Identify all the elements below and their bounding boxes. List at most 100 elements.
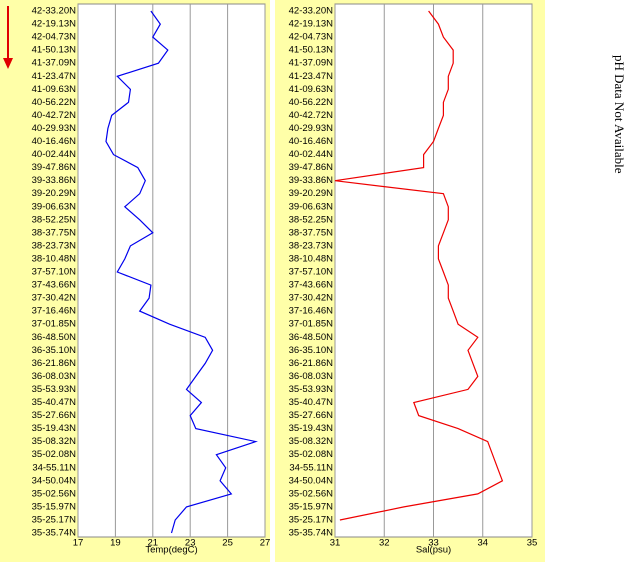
y-tick-label: 37-30.42N [32, 293, 77, 304]
y-tick-label: 41-23.47N [32, 71, 77, 82]
data-line [105, 10, 258, 534]
x-tick-label: 35 [527, 538, 538, 549]
y-tick-label: 39-33.86N [32, 175, 77, 186]
y-tick-label: 35-40.47N [32, 397, 77, 408]
y-tick-label: 36-48.50N [32, 332, 77, 343]
y-tick-label: 35-25.17N [32, 514, 77, 525]
y-tick-label: 37-43.66N [32, 280, 77, 291]
y-tick-label: 35-02.56N [32, 488, 77, 499]
y-tick-label: 37-16.46N [32, 306, 77, 317]
y-tick-label: 42-33.20N [32, 6, 77, 17]
y-tick-label: 41-50.13N [32, 45, 77, 56]
y-tick-label: 39-20.29N [289, 188, 334, 199]
x-axis-title: Temp(degC) [145, 545, 197, 556]
x-tick-label: 31 [330, 538, 341, 549]
y-tick-label: 42-19.13N [289, 19, 334, 30]
y-tick-label: 40-29.93N [32, 123, 77, 134]
y-tick-label: 40-02.44N [32, 149, 77, 160]
y-tick-label: 42-19.13N [32, 19, 77, 30]
y-tick-label: 35-15.97N [32, 501, 77, 512]
y-tick-label: 41-37.09N [32, 58, 77, 69]
y-tick-label: 35-53.93N [289, 384, 334, 395]
y-tick-label: 40-29.93N [289, 123, 334, 134]
y-tick-label: 40-42.72N [32, 110, 77, 121]
y-tick-label: 37-43.66N [289, 280, 334, 291]
x-tick-label: 21 [148, 538, 159, 549]
y-tick-label: 36-21.86N [32, 358, 77, 369]
y-tick-label: 41-50.13N [289, 45, 334, 56]
y-tick-label: 37-01.85N [32, 319, 77, 330]
y-tick-label: 37-57.10N [32, 267, 77, 278]
note: pH Data Not Available [612, 55, 627, 174]
y-tick-label: 39-47.86N [32, 162, 77, 173]
plot-area [77, 3, 266, 538]
y-tick-label: 38-23.73N [289, 240, 334, 251]
y-tick-label: 38-37.75N [32, 227, 77, 238]
y-tick-label: 38-23.73N [32, 240, 77, 251]
y-tick-label: 37-01.85N [289, 319, 334, 330]
y-tick-label: 40-56.22N [32, 97, 77, 108]
y-tick-label: 42-04.73N [32, 32, 77, 43]
y-tick-label: 40-42.72N [289, 110, 334, 121]
x-tick-label: 25 [222, 538, 233, 549]
y-tick-label: 39-47.86N [289, 162, 334, 173]
y-tick-label: 35-27.66N [289, 410, 334, 421]
y-tick-label: 38-52.25N [289, 214, 334, 225]
y-tick-label: 34-50.04N [32, 475, 77, 486]
y-tick-label: 39-06.63N [289, 201, 334, 212]
y-tick-label: 36-35.10N [289, 345, 334, 356]
y-tick-label: 36-21.86N [289, 358, 334, 369]
y-tick-label: 34-55.11N [289, 462, 333, 473]
y-tick-label: 41-09.63N [289, 84, 334, 95]
y-tick-label: 36-08.03N [289, 371, 334, 382]
y-tick-label: 35-35.74N [32, 528, 77, 539]
y-tick-label: 35-19.43N [289, 423, 334, 434]
y-tick-label: 36-48.50N [289, 332, 334, 343]
y-tick-label: 35-02.08N [32, 449, 77, 460]
x-axis-title: Sal(psu) [416, 545, 451, 556]
y-tick-label: 34-50.04N [289, 475, 334, 486]
y-tick-label: 39-20.29N [32, 188, 77, 199]
y-tick-label: 35-53.93N [32, 384, 77, 395]
y-tick-label: 40-16.46N [32, 136, 77, 147]
y-tick-label: 37-30.42N [289, 293, 334, 304]
y-tick-label: 35-19.43N [32, 423, 77, 434]
y-tick-label: 42-33.20N [289, 6, 334, 17]
y-tick-label: 35-15.97N [289, 501, 334, 512]
y-tick-label: 39-06.63N [32, 201, 77, 212]
y-tick-label: 41-23.47N [289, 71, 334, 82]
y-tick-label: 34-55.11N [32, 462, 76, 473]
x-tick-label: 23 [185, 538, 196, 549]
x-tick-label: 32 [379, 538, 390, 549]
y-tick-label: 39-33.86N [289, 175, 334, 186]
y-tick-label: 35-25.17N [289, 514, 334, 525]
y-tick-label: 40-16.46N [289, 136, 334, 147]
x-tick-label: 33 [428, 538, 439, 549]
y-tick-label: 37-57.10N [289, 267, 334, 278]
y-tick-label: 37-16.46N [289, 306, 334, 317]
y-tick-label: 35-08.32N [289, 436, 334, 447]
y-tick-label: 35-02.08N [289, 449, 334, 460]
y-tick-label: 41-09.63N [32, 84, 77, 95]
y-tick-label: 36-08.03N [32, 371, 77, 382]
x-tick-label: 19 [110, 538, 121, 549]
y-tick-label: 40-02.44N [289, 149, 334, 160]
y-tick-label: 35-27.66N [32, 410, 77, 421]
x-tick-label: 17 [73, 538, 84, 549]
y-tick-label: 35-02.56N [289, 488, 334, 499]
y-tick-label: 38-37.75N [289, 227, 334, 238]
y-tick-label: 38-10.48N [32, 253, 77, 264]
data-line [334, 10, 504, 521]
x-tick-label: 34 [477, 538, 488, 549]
y-tick-label: 36-35.10N [32, 345, 77, 356]
y-tick-label: 35-08.32N [32, 436, 77, 447]
direction-arrow [3, 6, 13, 69]
y-tick-label: 35-40.47N [289, 397, 334, 408]
y-tick-label: 35-35.74N [289, 528, 334, 539]
y-tick-label: 41-37.09N [289, 58, 334, 69]
x-tick-label: 27 [260, 538, 271, 549]
y-tick-label: 40-56.22N [289, 97, 334, 108]
y-tick-label: 38-52.25N [32, 214, 77, 225]
y-tick-label: 38-10.48N [289, 253, 334, 264]
